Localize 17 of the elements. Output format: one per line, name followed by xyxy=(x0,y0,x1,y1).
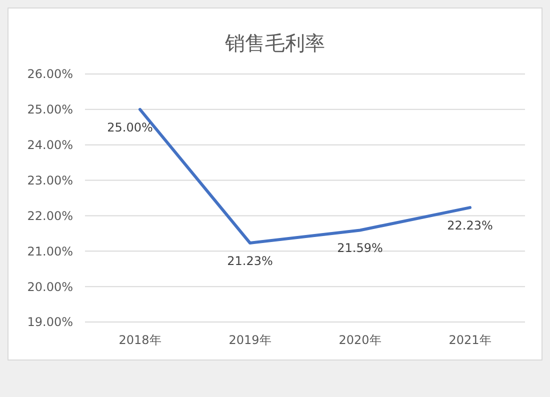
x-tick-label: 2021年 xyxy=(448,333,492,347)
y-tick-label: 24.00% xyxy=(27,138,73,152)
x-tick-label: 2019年 xyxy=(228,333,272,347)
data-label: 25.00% xyxy=(107,120,153,134)
y-tick-label: 21.00% xyxy=(27,244,73,258)
chart-title: 销售毛利率 xyxy=(224,31,325,55)
y-tick-label: 22.00% xyxy=(27,208,73,223)
y-tick-label: 26.00% xyxy=(27,67,73,82)
data-label: 21.23% xyxy=(227,254,273,268)
y-tick-label: 19.00% xyxy=(27,315,73,330)
x-tick-label: 2020年 xyxy=(338,333,382,347)
y-tick-label: 20.00% xyxy=(27,280,73,294)
y-tick-label: 23.00% xyxy=(27,173,73,188)
y-tick-label: 25.00% xyxy=(27,102,73,117)
x-tick-label: 2018年 xyxy=(118,333,162,347)
data-label: 22.23% xyxy=(447,218,493,233)
data-label: 21.59% xyxy=(337,241,383,256)
